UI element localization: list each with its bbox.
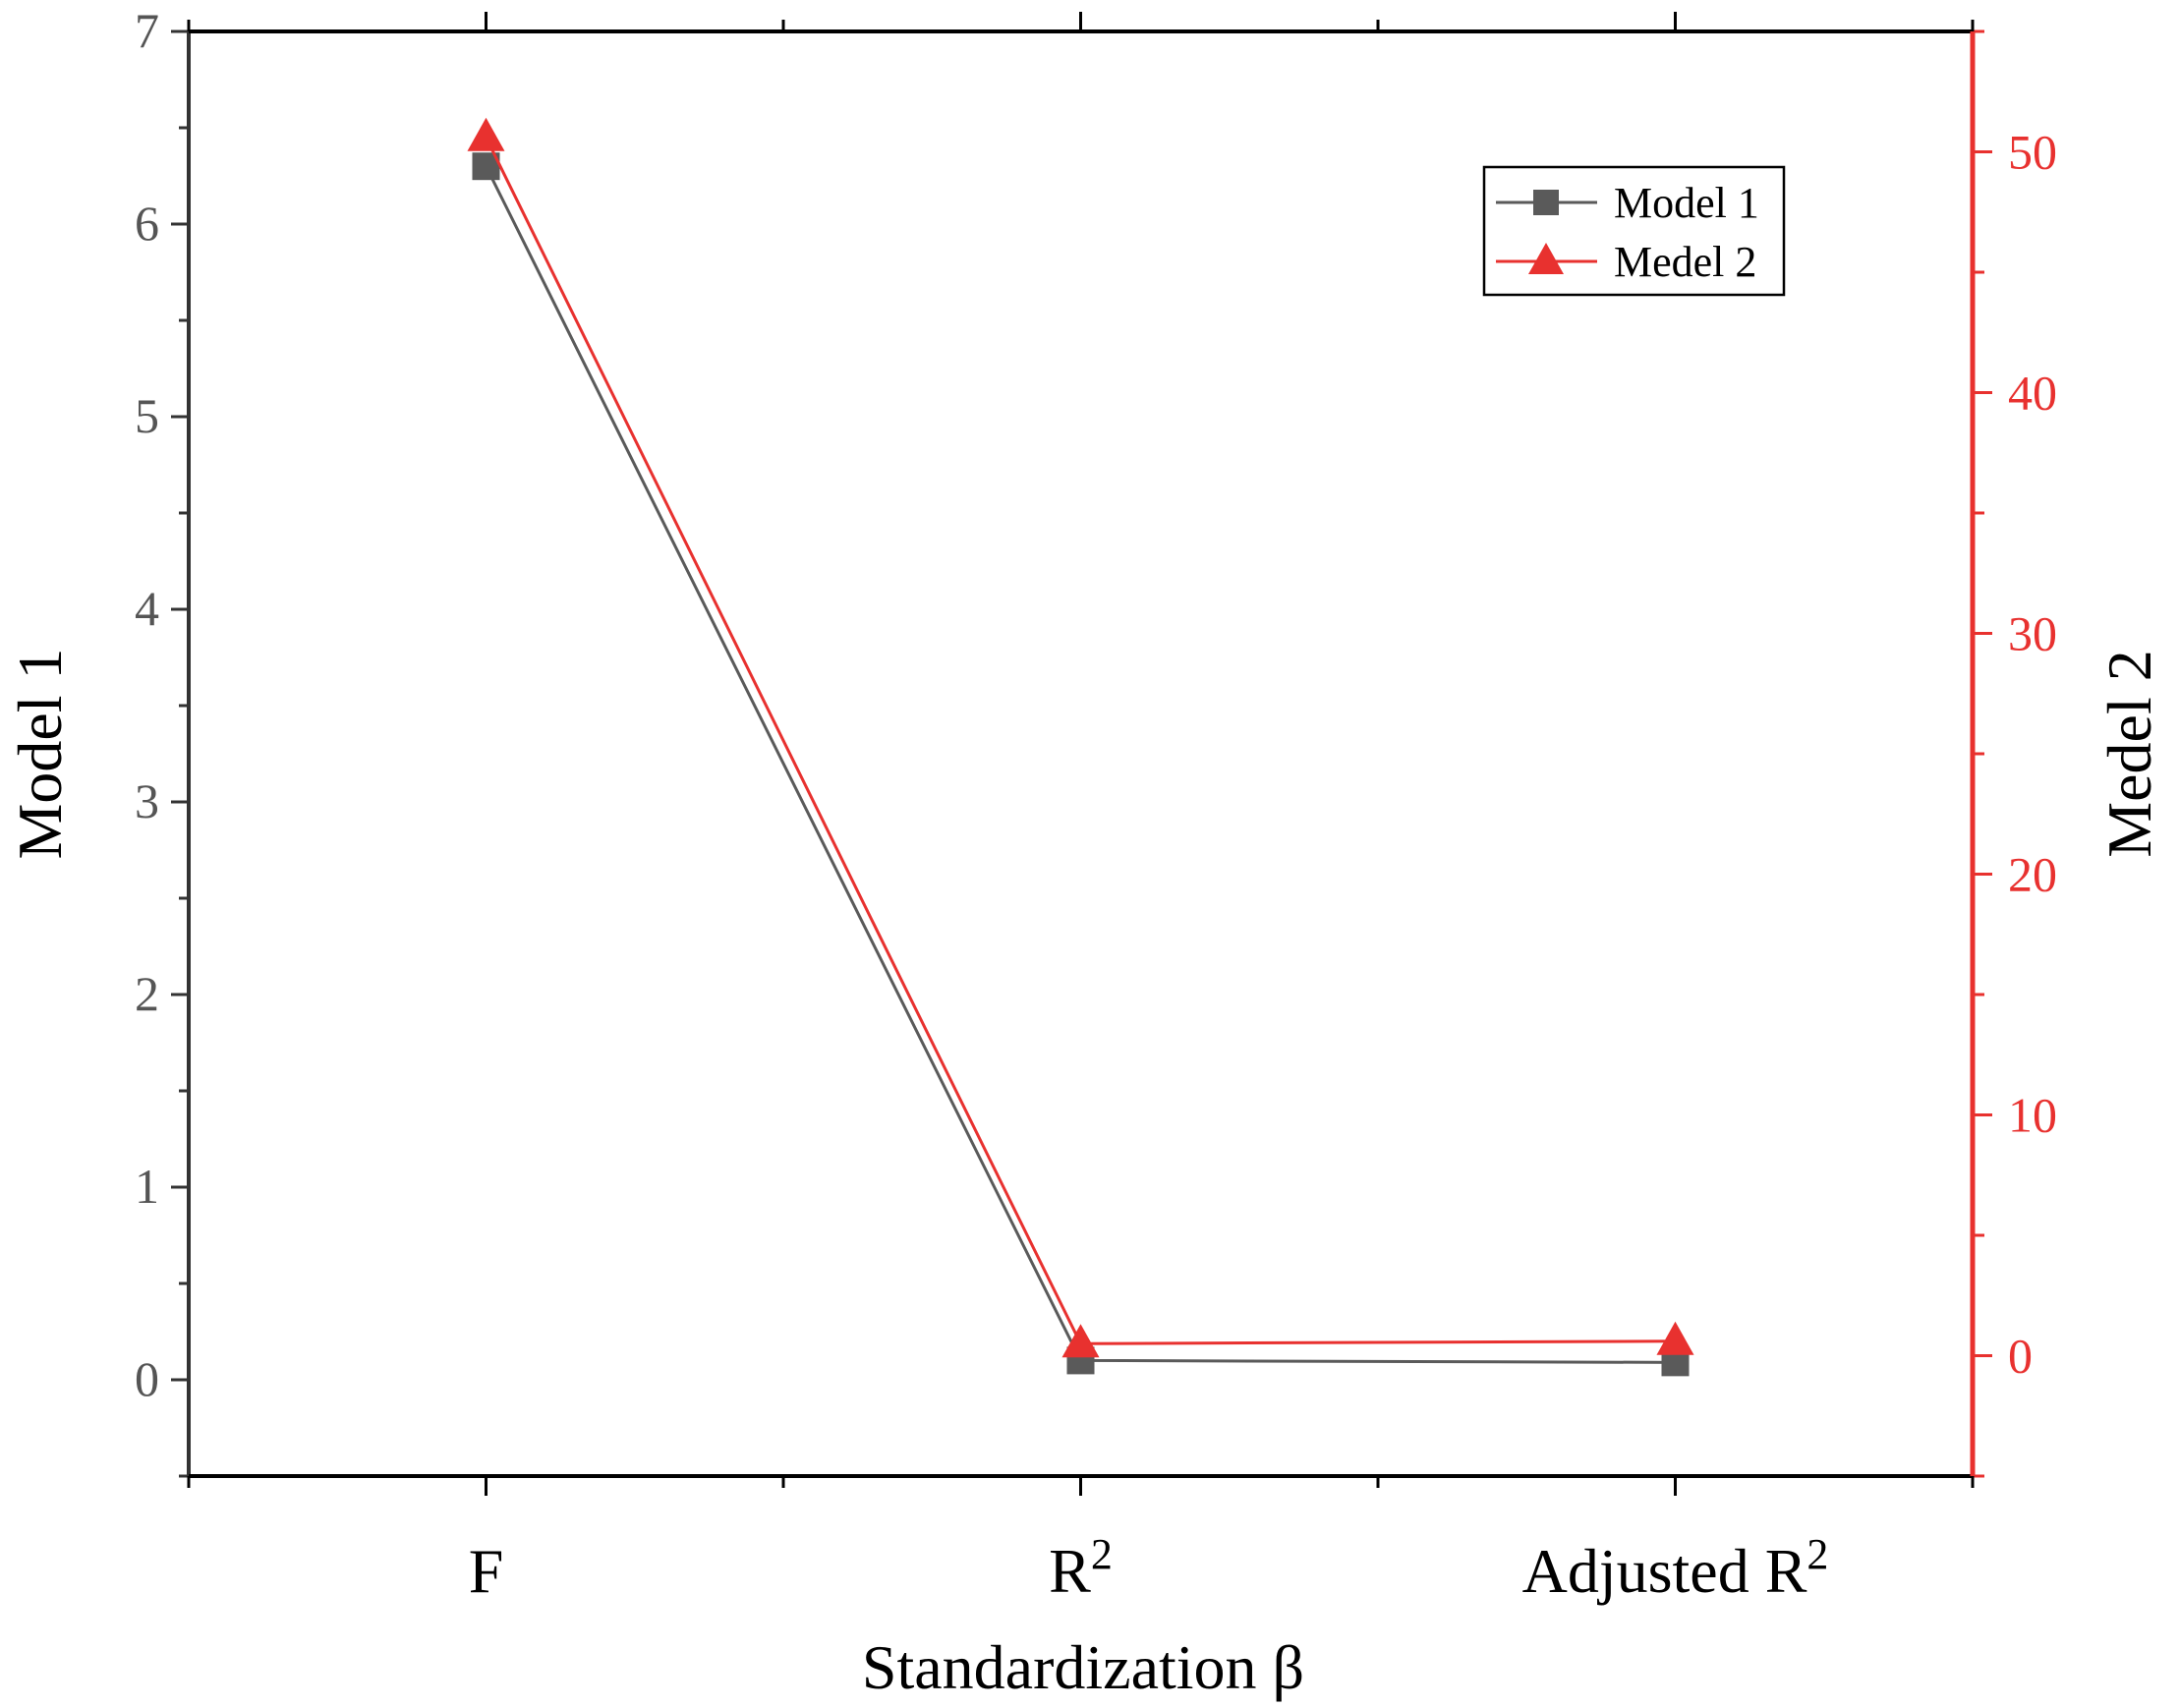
- x-tick-label: Adjusted R2: [1522, 1530, 1829, 1607]
- left-axis-tick-label: 4: [135, 581, 159, 636]
- right-axis-tick-label: 0: [2008, 1329, 2033, 1384]
- left-axis-tick-label: 2: [135, 966, 159, 1021]
- left-axis-tick-label: 0: [135, 1351, 159, 1406]
- legend-label: Medel 2: [1614, 238, 1756, 286]
- right-axis-tick-label: 20: [2008, 847, 2057, 902]
- data-point-triangle: [1061, 1324, 1100, 1358]
- right-axis-title: Medel 2: [2094, 650, 2164, 858]
- left-axis-tick-label: 1: [135, 1159, 159, 1214]
- data-point-triangle: [1656, 1321, 1694, 1355]
- series-layer: [467, 117, 1694, 1377]
- x-tick-label: F: [469, 1536, 504, 1606]
- right-axis-tick-label: 10: [2008, 1088, 2057, 1143]
- right-axis-tick-label: 30: [2008, 606, 2057, 661]
- left-axis-tick-label: 3: [135, 773, 159, 828]
- left-axis-title: Model 1: [5, 648, 75, 859]
- legend: Model 1 Medel 2: [1482, 165, 1786, 297]
- left-axis-tick-label: 5: [135, 388, 159, 443]
- legend-marker-triangle: [1528, 243, 1564, 274]
- legend-label: Model 1: [1614, 179, 1759, 227]
- x-axis-title: Standardization β: [862, 1632, 1304, 1702]
- legend-marker-square: [1533, 190, 1559, 215]
- x-tick-label: R2: [1049, 1530, 1113, 1607]
- left-axis-tick-label: 6: [135, 196, 159, 251]
- axes: 0 1 2 3 4 5 6 7 0 10 20 30 40 50 F R2 Adjusted R2: [135, 3, 2057, 1606]
- left-axis-tick-label: 7: [135, 3, 159, 58]
- data-point-triangle: [467, 117, 505, 151]
- right-axis-tick-label: 40: [2008, 366, 2057, 421]
- right-axis-tick-label: 50: [2008, 125, 2057, 180]
- series-2: [467, 117, 1694, 1358]
